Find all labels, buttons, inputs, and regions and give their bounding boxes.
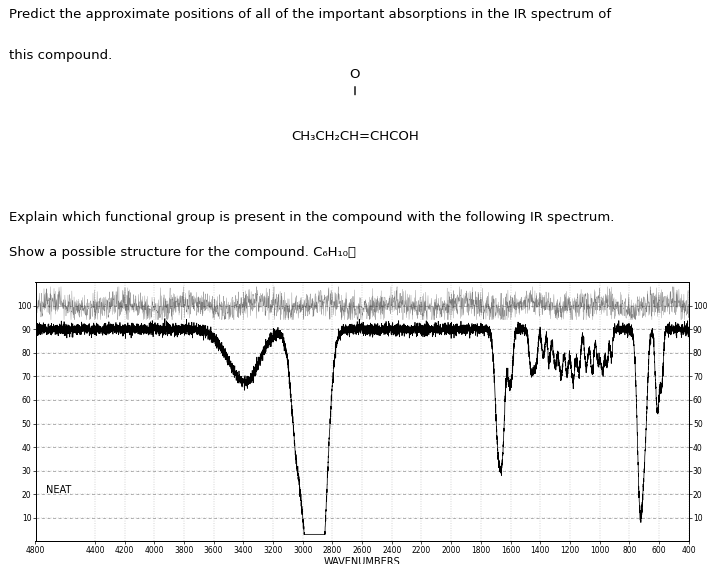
Text: NEAT: NEAT [46, 484, 71, 495]
Text: this compound.: this compound. [9, 49, 111, 61]
Text: Show a possible structure for the compound. C₆H₁₀⏐: Show a possible structure for the compou… [9, 246, 356, 259]
Text: Explain which functional group is present in the compound with the following IR : Explain which functional group is presen… [9, 211, 614, 224]
Text: CH₃CH₂CH=CHCOH: CH₃CH₂CH=CHCOH [291, 130, 419, 143]
X-axis label: WAVENUMBERS: WAVENUMBERS [324, 557, 400, 564]
Text: Predict the approximate positions of all of the important absorptions in the IR : Predict the approximate positions of all… [9, 8, 611, 21]
Text: O: O [350, 68, 360, 81]
